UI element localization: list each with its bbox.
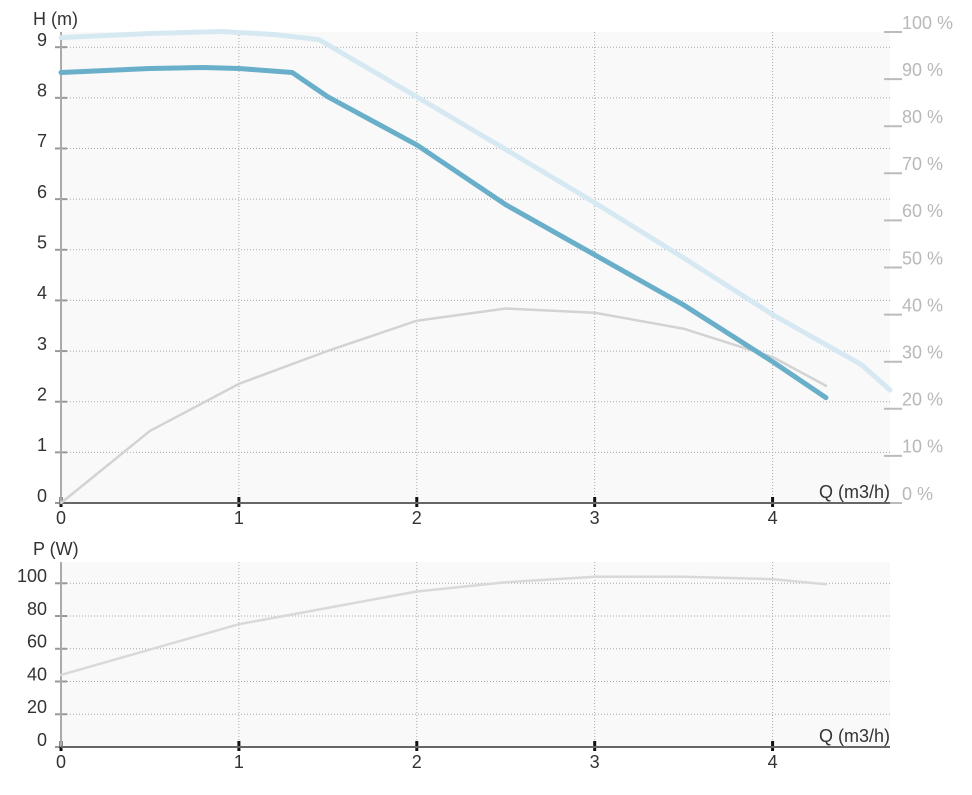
x-tick-label: 4	[768, 752, 778, 772]
y-tick-label: 7	[37, 131, 47, 151]
x-tick-label: 4	[768, 508, 778, 528]
y2-tick-label: 20 %	[902, 390, 943, 410]
y-tick-label: 20	[27, 697, 47, 717]
x-tick-label: 2	[412, 752, 422, 772]
plot-area	[61, 562, 890, 747]
y2-tick-label: 40 %	[902, 295, 943, 315]
y-tick-label: 5	[37, 233, 47, 253]
x-tick-label: 2	[412, 508, 422, 528]
y-tick-label: 4	[37, 283, 47, 303]
y2-tick-label: 90 %	[902, 60, 943, 80]
y-axis-label: H (m)	[33, 9, 78, 29]
y2-tick-label: 80 %	[902, 107, 943, 127]
x-tick-label: 3	[590, 752, 600, 772]
y-axis-label: P (W)	[33, 539, 79, 559]
y-tick-label: 9	[37, 30, 47, 50]
curve	[59, 307, 828, 505]
curve	[58, 28, 893, 393]
y-tick-label: 40	[27, 664, 47, 684]
y2-tick-label: 50 %	[902, 248, 943, 268]
y2-tick-label: 0 %	[902, 484, 933, 504]
y2-tick-label: 10 %	[902, 437, 943, 457]
curve	[58, 64, 829, 401]
y-tick-label: 2	[37, 384, 47, 404]
x-tick-label: 3	[590, 508, 600, 528]
y-tick-label: 1	[37, 435, 47, 455]
x-tick-label: 0	[56, 752, 66, 772]
y-tick-label: 8	[37, 81, 47, 101]
y2-tick-label: 30 %	[902, 342, 943, 362]
y-tick-label: 0	[37, 730, 47, 750]
x-tick-label: 0	[56, 508, 66, 528]
curve	[59, 575, 828, 677]
x-axis-label: Q (m3/h)	[819, 482, 890, 502]
y-tick-label: 3	[37, 334, 47, 354]
y-tick-label: 0	[37, 486, 47, 506]
y-tick-label: 60	[27, 632, 47, 652]
y2-tick-label: 100 %	[902, 13, 953, 33]
y-tick-label: 6	[37, 182, 47, 202]
x-tick-label: 1	[234, 508, 244, 528]
y-tick-label: 100	[17, 566, 47, 586]
y2-tick-label: 60 %	[902, 201, 943, 221]
x-tick-label: 1	[234, 752, 244, 772]
y2-tick-label: 70 %	[902, 154, 943, 174]
x-axis-label: Q (m3/h)	[819, 726, 890, 746]
y-tick-label: 80	[27, 599, 47, 619]
plot-area	[61, 32, 890, 503]
